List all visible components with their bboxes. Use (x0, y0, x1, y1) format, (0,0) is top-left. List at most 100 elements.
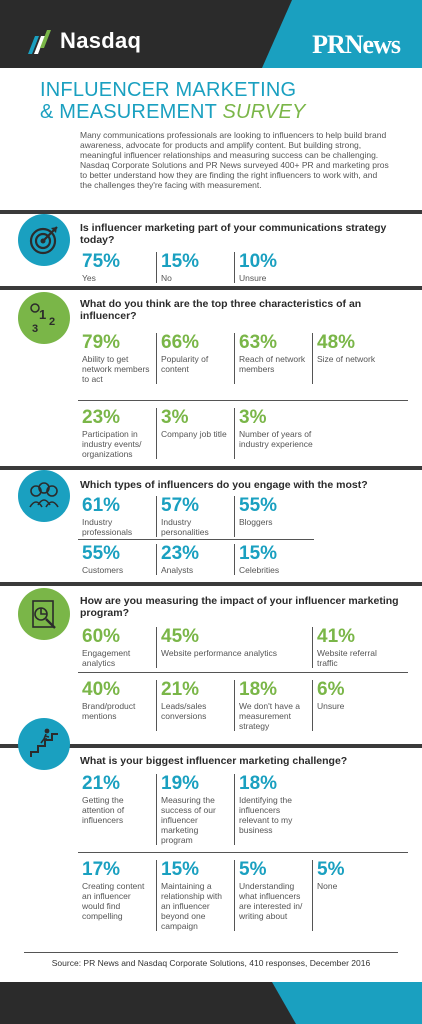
stat-item: 45% Website performance analytics (156, 627, 312, 668)
stats-row-2-2: 23% Participation in industry events/ or… (78, 408, 344, 459)
stat-label: Popularity of content (161, 354, 209, 374)
stat-item: 5% Understanding what influencers are in… (234, 860, 312, 931)
stat-item: 23% Analysts (156, 544, 234, 575)
question-4: How are you measuring the impact of your… (80, 595, 399, 619)
stat-item: 21% Getting the attention of influencers (78, 774, 156, 845)
question-1: Is influencer marketing part of your com… (80, 222, 387, 246)
stat-percent: 5% (317, 859, 345, 880)
stat-item: 3% Company job title (156, 408, 234, 459)
stat-percent: 55% (239, 495, 278, 516)
stat-label: Analysts (161, 565, 194, 575)
stat-percent: 57% (161, 495, 200, 516)
stat-label: Industry personalities (161, 517, 209, 537)
page-title: INFLUENCER MARKETING & MEASUREMENT SURVE… (40, 79, 410, 123)
stat-percent: 10% (239, 251, 278, 272)
nasdaq-wordmark: Nasdaq (60, 28, 142, 53)
title-line-1: INFLUENCER MARKETING (40, 79, 297, 101)
stairs-climber-icon (30, 728, 58, 757)
section-badge (18, 588, 70, 640)
section-separator (0, 744, 422, 748)
stats-row-4-2: 40% Brand/product mentions 21% Leads/sal… (78, 680, 382, 731)
stats-row-5-1: 21% Getting the attention of influencers… (78, 774, 314, 845)
section-badge (18, 470, 70, 522)
stat-label: Maintaining a relationship with an influ… (161, 881, 222, 931)
stat-percent: 66% (161, 332, 200, 353)
stat-label: Company job title (161, 429, 227, 439)
row-divider (78, 852, 408, 853)
stats-row-3-2: 55% Customers 23% Analysts 15% Celebriti… (78, 544, 314, 575)
stat-percent: 45% (161, 626, 200, 647)
stat-percent: 18% (239, 773, 278, 794)
stat-item: 79% Ability to get network members to ac… (78, 333, 156, 385)
stat-label: Brand/product mentions (82, 701, 136, 721)
nasdaq-mark-icon (28, 30, 51, 54)
stat-percent: 63% (239, 332, 278, 353)
stat-percent: 18% (239, 679, 278, 700)
stat-label: Ability to get network members to act (82, 354, 150, 384)
section-separator (0, 466, 422, 470)
question-5: What is your biggest influencer marketin… (80, 755, 348, 767)
svg-text:3: 3 (32, 323, 38, 335)
stat-percent: 5% (239, 859, 267, 880)
footer-band (0, 982, 422, 1024)
stat-item: 40% Brand/product mentions (78, 680, 156, 731)
stat-percent: 21% (82, 773, 121, 794)
section-badge: 1 2 3 (18, 292, 70, 344)
stat-item: 18% We don't have a measurement strategy (234, 680, 312, 731)
stats-row-2-1: 79% Ability to get network members to ac… (78, 333, 382, 384)
nasdaq-logo: Nasdaq (24, 28, 141, 54)
stat-item: 55% Bloggers (234, 496, 314, 537)
source-divider (24, 952, 398, 953)
header-band: Nasdaq PRNews (0, 0, 422, 68)
stat-label: Getting the attention of influencers (82, 795, 125, 825)
stat-percent: 15% (161, 251, 200, 272)
stat-label: Website performance analytics (161, 648, 278, 658)
stat-label: Understanding what influencers are inter… (239, 881, 303, 921)
stat-item: 48% Size of network (312, 333, 382, 384)
prnews-logo: PRNews (312, 30, 401, 59)
stat-item: 5% None (312, 860, 382, 931)
stats-row-3-1: 61% Industry professionals 57% Industry … (78, 496, 314, 537)
stat-label: Yes (82, 273, 96, 283)
stat-label: Creating content an influencer would fin… (82, 881, 145, 921)
stat-item: 17% Creating content an influencer would… (78, 860, 156, 931)
stat-percent: 23% (161, 543, 200, 564)
stat-label: Size of network (317, 354, 376, 364)
stat-label: We don't have a measurement strategy (239, 701, 301, 731)
stat-item: 41% Website referral traffic (312, 627, 382, 668)
stat-unsure: 10% Unsure (234, 252, 314, 283)
stat-item: 63% Reach of network members (234, 333, 312, 384)
stat-item: 57% Industry personalities (156, 496, 234, 537)
stat-label: Identifying the influencers relevant to … (239, 795, 293, 835)
stat-percent: 21% (161, 679, 200, 700)
section-separator (0, 210, 422, 214)
stat-percent: 41% (317, 626, 356, 647)
section-badge (18, 718, 70, 770)
stat-label: None (317, 881, 338, 891)
section-badge (18, 214, 70, 266)
stat-item: 55% Customers (78, 543, 156, 576)
stat-percent: 23% (82, 407, 121, 428)
target-icon (29, 226, 58, 255)
stat-label: Bloggers (239, 517, 273, 527)
title-line-2: & MEASUREMENT (40, 101, 223, 123)
row-divider (78, 539, 314, 540)
people-stars-icon (29, 482, 59, 508)
stat-label: Number of years of industry experience (239, 429, 313, 449)
stat-percent: 19% (161, 773, 200, 794)
stats-row-5-2: 17% Creating content an influencer would… (78, 860, 382, 931)
stats-row-4-1: 60% Engagement analytics 45% Website per… (78, 627, 382, 668)
stat-percent: 3% (161, 407, 189, 428)
stat-item: 60% Engagement analytics (78, 627, 156, 669)
stat-item: 18% Identifying the influencers relevant… (234, 774, 314, 845)
stat-no: 15% No (156, 252, 234, 283)
stat-percent: 55% (82, 543, 121, 564)
stat-label: Unsure (239, 273, 267, 283)
stat-yes: 75% Yes (78, 252, 156, 284)
svg-text:2: 2 (49, 316, 55, 328)
header-teal-wedge (262, 0, 422, 68)
stat-label: Website referral traffic (317, 648, 377, 668)
ranking-icon: 1 2 3 (30, 303, 55, 335)
stat-item: 3% Number of years of industry experienc… (234, 408, 344, 459)
stat-label: Customers (82, 565, 124, 575)
